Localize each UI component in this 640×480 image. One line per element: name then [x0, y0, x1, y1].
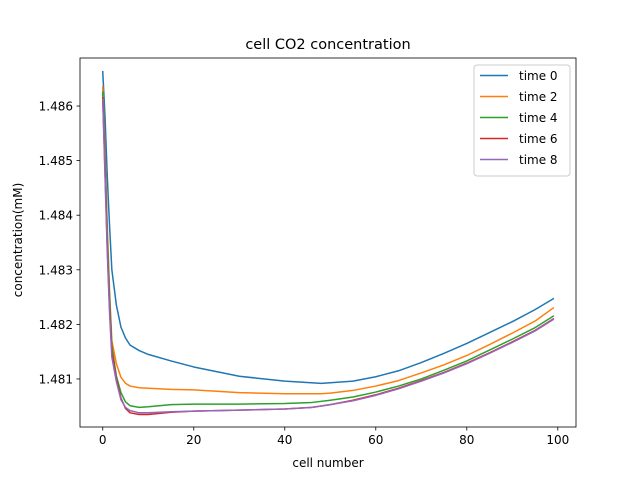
legend-label-0: time 0: [519, 69, 558, 83]
legend: time 0 time 2 time 4 time 6 time 8: [473, 64, 571, 177]
x-tick-label-4: 80: [459, 433, 474, 447]
y-tick-label-2: 1.483: [39, 263, 73, 277]
series-line-0: [101, 70, 555, 385]
y-tick-label-1: 1.482: [39, 318, 73, 332]
series-line-4: [101, 98, 555, 414]
legend-label-2: time 4: [519, 111, 558, 125]
legend-frame: [473, 64, 571, 177]
y-tick-label-4: 1.485: [39, 154, 73, 168]
chart-title: cell CO2 concentration: [245, 37, 410, 53]
legend-label-3: time 6: [519, 132, 558, 146]
y-axis-title: concentration(mM): [11, 183, 25, 298]
x-tick-label-3: 60: [368, 433, 383, 447]
y-tick-label-0: 1.481: [39, 372, 73, 386]
x-tick-label-5: 100: [546, 433, 569, 447]
legend-label-1: time 2: [519, 90, 558, 104]
x-tick-label-1: 20: [186, 433, 201, 447]
legend-label-4: time 8: [519, 153, 558, 167]
series-line-1: [101, 86, 555, 395]
x-tick-label-0: 0: [99, 433, 107, 447]
x-axis-title: cell number: [292, 456, 363, 470]
y-tick-label-5: 1.486: [39, 100, 73, 114]
plot-area: 0 20 40 60 80 100 1.481 1.482 1.483 1.484 1.485 1.4…: [39, 57, 577, 447]
axes-frame: [79, 57, 577, 428]
x-tick-label-2: 40: [277, 433, 292, 447]
y-tick-label-3: 1.484: [39, 209, 73, 223]
